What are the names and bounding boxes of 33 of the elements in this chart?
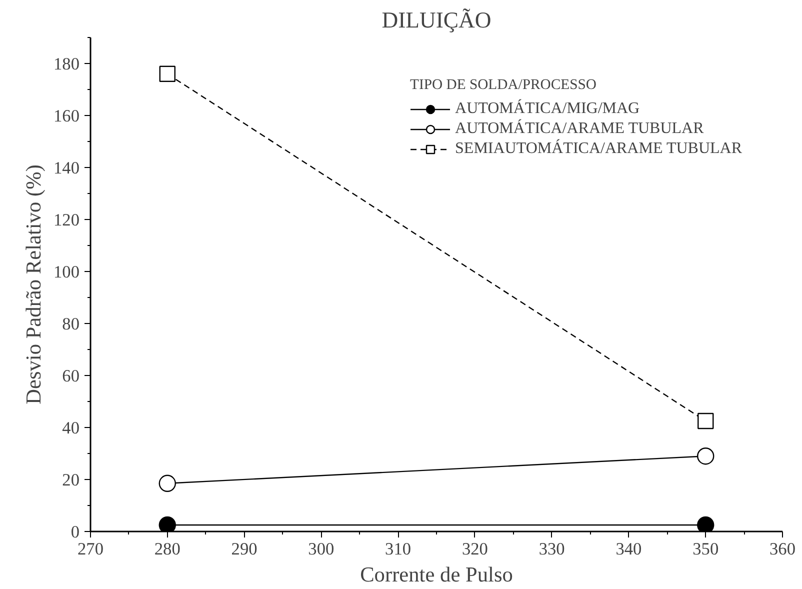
y-tick-label: 180 <box>54 54 80 74</box>
y-axis-title: Desvio Padrão Relativo (%) <box>22 164 46 404</box>
x-tick-label: 320 <box>462 540 488 558</box>
point <box>697 516 714 532</box>
point <box>697 448 714 465</box>
point <box>698 412 714 430</box>
y-tick-label: 0 <box>70 522 80 542</box>
point <box>158 516 176 532</box>
legend-label: AUTOMÁTICA/MIG/MAG <box>455 100 640 118</box>
x-tick-label: 280 <box>154 540 180 558</box>
y-tick-label: 80 <box>62 314 80 334</box>
chart-title: DILUIÇÃO <box>382 8 492 32</box>
y-tick-label: 100 <box>54 262 80 282</box>
legend-label: AUTOMÁTICA/ARAME TUBULAR <box>455 120 704 138</box>
x-tick-label: 330 <box>538 540 565 558</box>
legend-label: SEMIAUTOMÁTICA/ARAME TUBULAR <box>455 140 742 158</box>
y-tick-label: 140 <box>54 158 80 178</box>
y-tick-label: 20 <box>62 470 80 490</box>
x-tick-label: 290 <box>231 540 258 558</box>
x-tick-label: 310 <box>385 540 412 558</box>
x-tick-label: 360 <box>770 540 796 558</box>
x-tick-label: 270 <box>78 540 104 558</box>
point <box>159 66 176 82</box>
x-tick-label: 340 <box>616 540 642 558</box>
x-tick-label: 350 <box>692 540 719 558</box>
x-tick-label: 300 <box>308 540 334 558</box>
y-tick-label: 40 <box>62 418 80 438</box>
legend-title: TIPO DE SOLDA/PROCESSO <box>410 77 598 94</box>
point <box>158 474 176 492</box>
y-tick-label: 160 <box>54 106 80 126</box>
y-tick-label: 120 <box>54 210 80 230</box>
y-tick-label: 60 <box>62 366 80 386</box>
x-axis-title: Corrente de Pulso <box>360 562 513 586</box>
